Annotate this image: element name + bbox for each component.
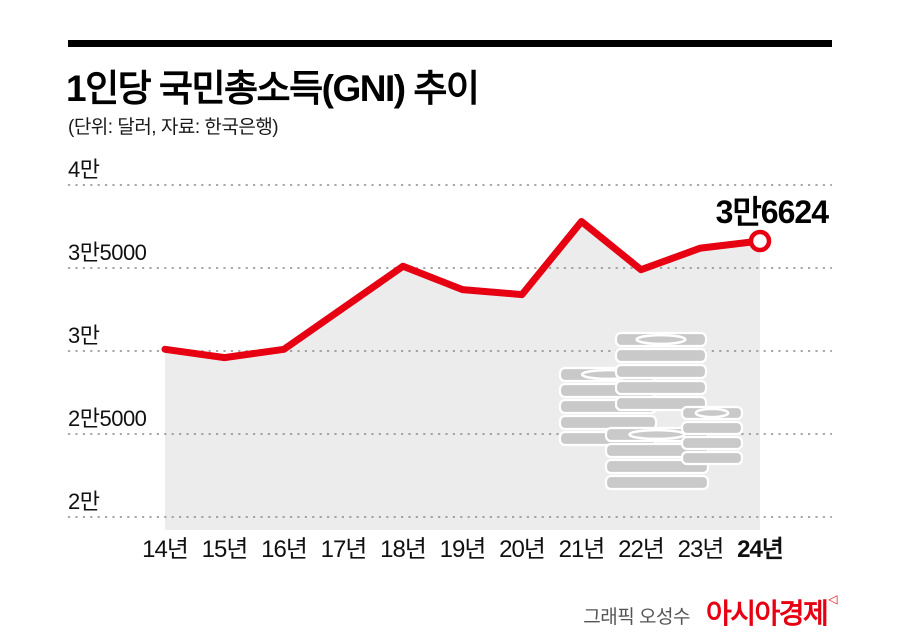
- unit-source-note: (단위: 달러, 자료: 한국은행): [68, 117, 279, 138]
- end-point-marker: [748, 229, 772, 253]
- page-title: 1인당 국민총소득(GNI) 추이: [66, 68, 480, 109]
- y-axis-label: 3만5000: [68, 240, 147, 265]
- asiae-logo: 아시아경제◁: [705, 592, 837, 632]
- x-axis-label: 19년: [440, 536, 486, 563]
- x-axis-label: 16년: [261, 536, 307, 563]
- x-axis-label: 20년: [499, 536, 545, 563]
- x-axis-label: 17년: [321, 536, 367, 563]
- money-stacks-icon: [558, 331, 744, 491]
- y-axis-label: 3만: [68, 323, 100, 348]
- x-axis-label: 21년: [559, 536, 605, 563]
- asiae-logo-text: 아시아경제: [705, 598, 829, 629]
- y-axis-label: 2만: [68, 489, 100, 514]
- y-axis-label: 2만5000: [68, 406, 147, 431]
- x-axis-label: 15년: [202, 536, 248, 563]
- x-axis-label: 24년: [737, 536, 783, 563]
- end-value-label: 3만6624: [716, 194, 830, 230]
- x-axis-label: 14년: [142, 536, 188, 563]
- trend-line: [161, 218, 764, 362]
- x-axis-label: 23년: [678, 536, 724, 563]
- y-axis-label: 4만: [68, 157, 100, 182]
- title-rule: [68, 40, 832, 47]
- footer: 그래픽 오성수 아시아경제◁: [583, 592, 837, 632]
- x-axis-label: 22년: [618, 536, 664, 563]
- graphic-credit: 그래픽 오성수: [583, 607, 690, 628]
- logo-mark-icon: ◁: [828, 592, 837, 606]
- x-axis-label: 18년: [380, 536, 426, 563]
